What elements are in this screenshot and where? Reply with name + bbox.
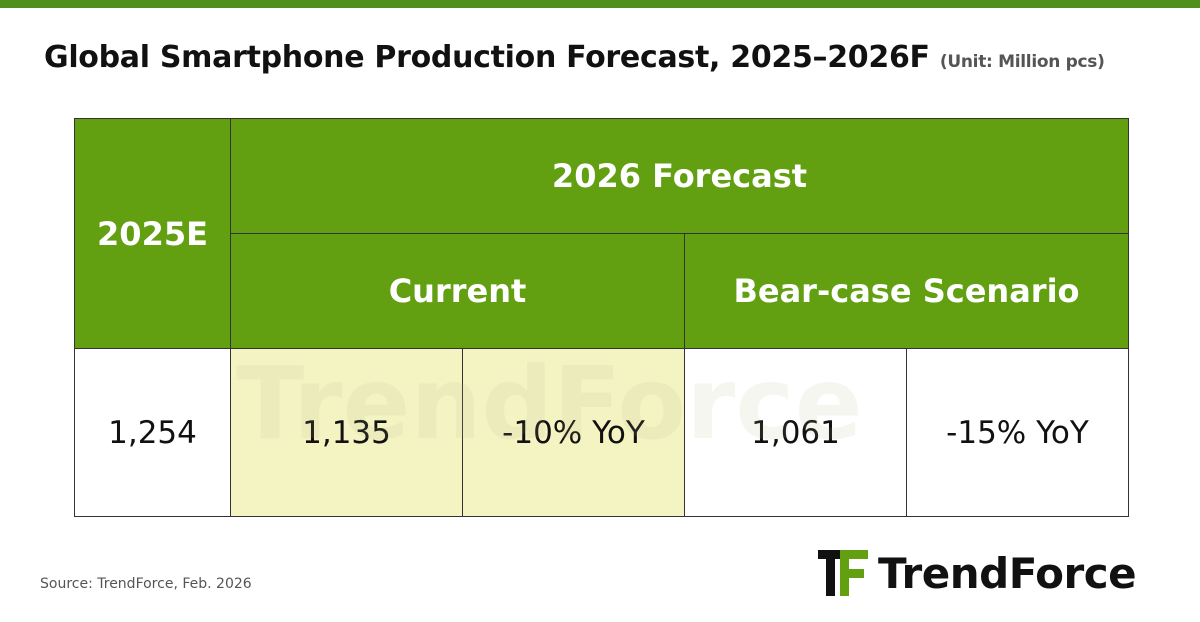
logo: TrendForce: [818, 548, 1137, 598]
sub-header: Current: [230, 233, 685, 349]
source: Source: TrendForce, Feb. 2026: [40, 576, 252, 592]
title-text: Global Smartphone Production Forecast, 2…: [44, 40, 930, 75]
table-cell: -10% YoY: [462, 348, 685, 517]
sub-header: Bear-case Scenario: [684, 233, 1129, 349]
logo-icon: [818, 550, 868, 596]
unit: (Unit: Million pcs): [939, 52, 1105, 72]
table-cell: 1,254: [74, 348, 231, 517]
top-bar: [0, 0, 1200, 8]
table-cell: -15% YoY: [906, 348, 1129, 517]
watermark: TrendForce: [236, 345, 863, 462]
forecast-header: 2026 Forecast: [230, 118, 1129, 234]
table-cell: 1,061: [684, 348, 907, 517]
title: Global Smartphone Production Forecast, 2…: [44, 40, 1105, 75]
table-cell: 1,135: [230, 348, 463, 517]
year-header: 2025E: [74, 118, 231, 349]
logo-text: TrendForce: [878, 548, 1137, 598]
